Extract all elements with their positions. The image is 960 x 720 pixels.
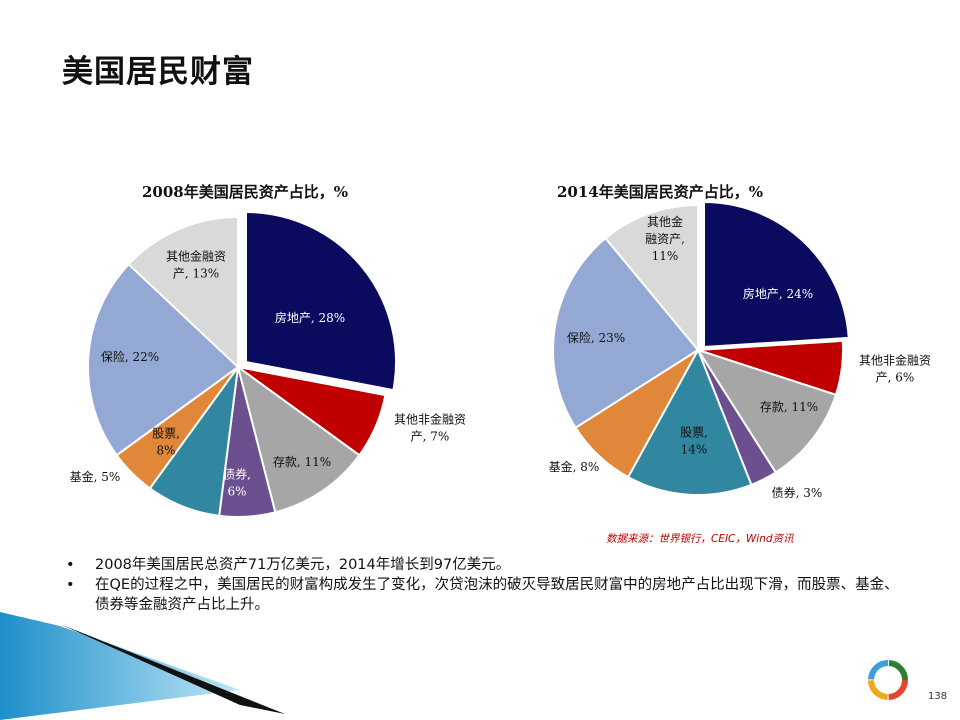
slice-label-1-7: 其他金融资产, 11% bbox=[645, 214, 685, 263]
bottom-swoosh-line bbox=[60, 624, 285, 714]
bottom-swoosh bbox=[0, 612, 240, 720]
slice-label-1-4: 股票, 14% bbox=[680, 426, 708, 457]
slice-label-0-5: 基金, 5% bbox=[70, 469, 121, 484]
slice-label-0-2: 存款, 11% bbox=[273, 455, 331, 469]
bullet-item: 在QE的过程之中，美国居民的财富构成发生了变化，次贷泡沫的破灭导致居民财富中的房… bbox=[64, 575, 904, 615]
pie-slice-0-2 bbox=[236, 364, 361, 514]
pie-slice-0-0 bbox=[245, 210, 397, 392]
pie-slice-1-4 bbox=[626, 347, 753, 496]
bullet-item: 2008年美国居民总资产71万亿美元，2014年增长到97亿美元。 bbox=[64, 555, 904, 575]
page-title: 美国居民财富 bbox=[62, 54, 254, 90]
page-number: 138 bbox=[928, 691, 948, 702]
pie-slice-1-7 bbox=[604, 203, 699, 353]
slice-label-0-0: 房地产, 28% bbox=[275, 310, 345, 325]
pie-slice-0-6 bbox=[87, 262, 240, 457]
slice-label-0-4: 股票, 8% bbox=[152, 427, 180, 458]
slice-label-0-7: 其他金融资产, 13% bbox=[166, 249, 226, 281]
slice-label-1-5: 基金, 8% bbox=[549, 459, 600, 474]
pie-slice-1-0 bbox=[703, 200, 850, 349]
chart-title-2008: 2008年美国居民资产占比，% bbox=[142, 183, 349, 201]
chart-title-2014: 2014年美国居民资产占比，% bbox=[557, 183, 764, 201]
bullet-list: 2008年美国居民总资产71万亿美元，2014年增长到97亿美元。 在QE的过程… bbox=[64, 555, 904, 615]
slice-label-0-6: 保险, 22% bbox=[101, 349, 159, 364]
slice-label-0-3: 债券, 6% bbox=[223, 467, 251, 499]
slice-label-1-3: 债券, 3% bbox=[772, 485, 823, 500]
pie-slice-1-6 bbox=[552, 236, 700, 430]
pie-slice-0-7 bbox=[127, 215, 239, 370]
slice-label-1-0: 房地产, 24% bbox=[743, 286, 813, 301]
company-logo bbox=[868, 660, 908, 700]
slice-label-1-2: 存款, 11% bbox=[760, 400, 818, 414]
pie-slice-1-2 bbox=[695, 348, 838, 474]
slice-label-1-1: 其他非金融资产, 6% bbox=[859, 353, 931, 385]
slice-label-0-1: 其他非金融资产, 7% bbox=[394, 412, 466, 444]
slice-label-1-6: 保险, 23% bbox=[567, 330, 625, 345]
data-source-note: 数据来源：世界银行，CEIC，Wind资讯 bbox=[606, 533, 794, 545]
